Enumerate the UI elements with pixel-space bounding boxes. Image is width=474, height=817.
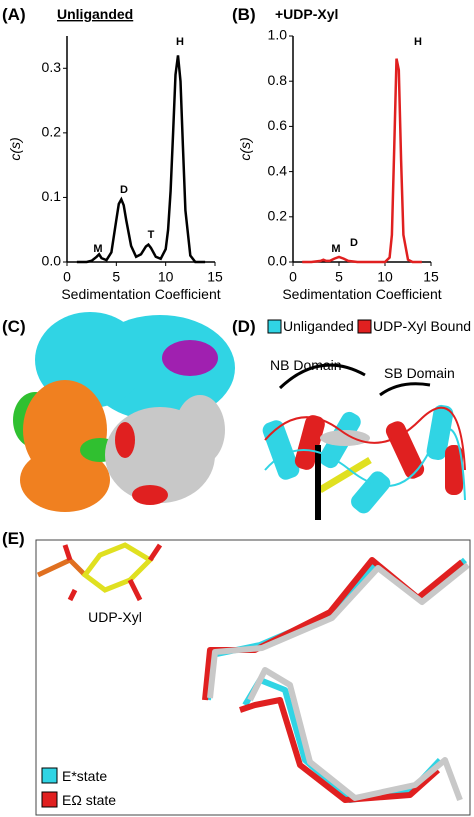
legend-swatch [267, 319, 282, 334]
arrow [278, 363, 366, 390]
ligand-sticks [36, 542, 163, 602]
y-tick-label: 0.8 [268, 72, 288, 88]
legend-label: E*state [62, 768, 107, 784]
peak-label: M [93, 243, 102, 255]
legend-swatch [41, 767, 58, 784]
legend-swatch [41, 791, 58, 808]
peak-label: M [331, 243, 340, 255]
line [76, 55, 206, 264]
x-tick-label: 10 [377, 269, 393, 285]
legend-label: EΩ state [62, 792, 116, 808]
peak-label: D [120, 184, 128, 196]
x-tick-label: 15 [207, 269, 223, 285]
y-axis-label: c(s) [7, 137, 23, 160]
domain-label: NB Domain [270, 357, 342, 373]
peak-label: D [350, 237, 358, 249]
y-tick-label: 1.0 [268, 27, 288, 43]
y-tick-label: 0.0 [42, 253, 62, 269]
panel-label: (A) [2, 5, 26, 24]
panel-label: (E) [2, 529, 25, 548]
x-tick-label: 5 [335, 269, 343, 285]
arrow [379, 382, 431, 397]
panel-label: (B) [232, 5, 256, 24]
panel-frame [35, 539, 471, 816]
line [302, 58, 422, 264]
x-tick-label: 0 [63, 269, 71, 285]
y-tick-label: 0.2 [268, 208, 288, 224]
panel-label: (C) [2, 317, 26, 336]
peak-label: T [148, 229, 155, 241]
ligand-label: UDP-Xyl [88, 609, 142, 625]
y-tick-label: 0.4 [268, 162, 288, 178]
y-axis-label: c(s) [237, 137, 253, 160]
backbone-traces [202, 557, 470, 803]
x-axis-label: Sedimentation Coefficient [61, 286, 220, 302]
y-tick-label: 0.6 [268, 117, 288, 133]
x-tick-label: 0 [289, 269, 297, 285]
domain-label: SB Domain [384, 365, 455, 381]
subtitle: Unliganded [57, 6, 133, 22]
peak-label: H [414, 36, 422, 48]
y-tick-label: 0.3 [42, 59, 62, 75]
legend-swatch [357, 319, 372, 334]
y-tick-label: 0.2 [42, 124, 62, 140]
peak-label: H [176, 36, 184, 48]
protein-surface [13, 312, 235, 512]
x-axis-label: Sedimentation Coefficient [282, 286, 441, 302]
y-tick-label: 0.0 [268, 253, 288, 269]
legend-label: UDP-Xyl Bound [373, 318, 471, 334]
y-tick-label: 0.1 [42, 188, 62, 204]
legend-label: Unliganded [283, 318, 354, 334]
protein-cartoon [262, 404, 466, 520]
x-tick-label: 5 [112, 269, 120, 285]
x-tick-label: 10 [158, 269, 174, 285]
x-tick-label: 15 [423, 269, 439, 285]
subtitle: +UDP-Xyl [275, 6, 338, 22]
panel-label: (D) [232, 317, 256, 336]
